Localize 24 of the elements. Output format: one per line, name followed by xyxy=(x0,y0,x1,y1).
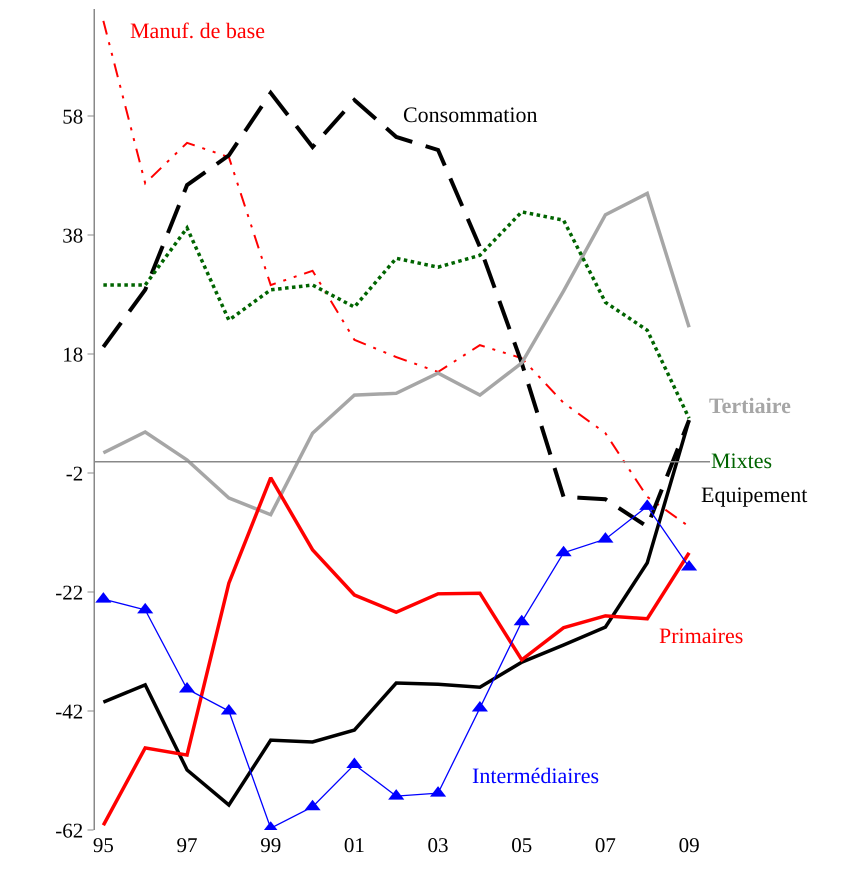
x-tick-label: 97 xyxy=(176,833,198,857)
series-label: Intermédiaires xyxy=(472,763,600,788)
text: Tertiaire xyxy=(709,393,792,418)
series-label: Equipement xyxy=(701,482,808,507)
x-tick-label: 99 xyxy=(260,833,282,857)
series-label: Consommation xyxy=(403,102,538,127)
x-tick-label: 01 xyxy=(344,833,365,857)
series-label: Mixtes xyxy=(711,448,772,473)
y-tick-label: -22 xyxy=(55,580,84,604)
x-tick-label: 03 xyxy=(428,833,449,857)
y-tick-label: -62 xyxy=(55,818,84,842)
line-series xyxy=(102,192,691,516)
series-label: Manuf. de base xyxy=(130,18,266,43)
x-tick-label: 95 xyxy=(92,833,114,857)
x-tick-label: 07 xyxy=(594,833,616,857)
x-tick-label: 05 xyxy=(511,833,532,857)
y-tick-label: -42 xyxy=(55,699,84,724)
series-label: Primaires xyxy=(659,623,744,648)
y-tick-label: 38 xyxy=(62,223,84,248)
y-tick-label: 58 xyxy=(62,104,84,128)
line-series xyxy=(102,210,691,420)
y-tick-label: -2 xyxy=(66,461,84,486)
x-tick-label: 09 xyxy=(678,833,700,857)
y-tick-label: 18 xyxy=(62,342,84,366)
